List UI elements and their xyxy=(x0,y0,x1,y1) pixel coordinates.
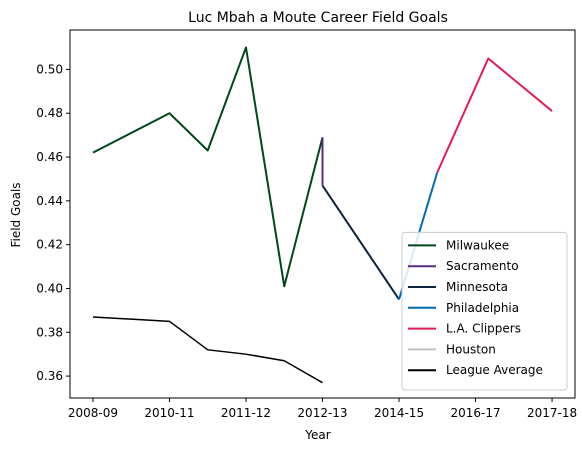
x-tick-label: 2014-15 xyxy=(374,406,424,420)
series-line-4 xyxy=(437,58,552,172)
y-axis-label: Field Goals xyxy=(9,182,23,247)
y-tick-label: 0.44 xyxy=(36,194,63,208)
legend-label: Minnesota xyxy=(446,280,508,294)
y-tick-label: 0.42 xyxy=(36,238,63,252)
legend-label: Milwaukee xyxy=(446,238,509,252)
y-tick-label: 0.48 xyxy=(36,106,63,120)
y-tick-label: 0.38 xyxy=(36,325,63,339)
x-tick-label: 2008-09 xyxy=(68,406,118,420)
y-tick-label: 0.36 xyxy=(36,369,63,383)
series-line-6 xyxy=(93,317,323,383)
legend-label: L.A. Clippers xyxy=(446,322,521,336)
x-tick-label: 2017-18 xyxy=(527,406,577,420)
legend-label: Philadelphia xyxy=(446,301,519,315)
series-line-2 xyxy=(323,186,400,300)
y-tick-label: 0.50 xyxy=(36,62,63,76)
x-axis-label: Year xyxy=(304,428,330,442)
legend-label: League Average xyxy=(446,363,543,377)
x-tick-label: 2016-17 xyxy=(450,406,500,420)
x-tick-label: 2010-11 xyxy=(144,406,194,420)
chart-title: Luc Mbah a Moute Career Field Goals xyxy=(188,10,448,26)
legend-label: Sacramento xyxy=(446,259,519,273)
series-line-0 xyxy=(93,48,323,287)
y-tick-label: 0.40 xyxy=(36,281,63,295)
legend-label: Houston xyxy=(446,342,496,356)
x-tick-label: 2012-13 xyxy=(297,406,347,420)
x-tick-label: 2011-12 xyxy=(221,406,271,420)
legend: Milwaukee Sacramento Minnesota Philadelphia… xyxy=(402,232,567,390)
y-tick-label: 0.46 xyxy=(36,150,63,164)
